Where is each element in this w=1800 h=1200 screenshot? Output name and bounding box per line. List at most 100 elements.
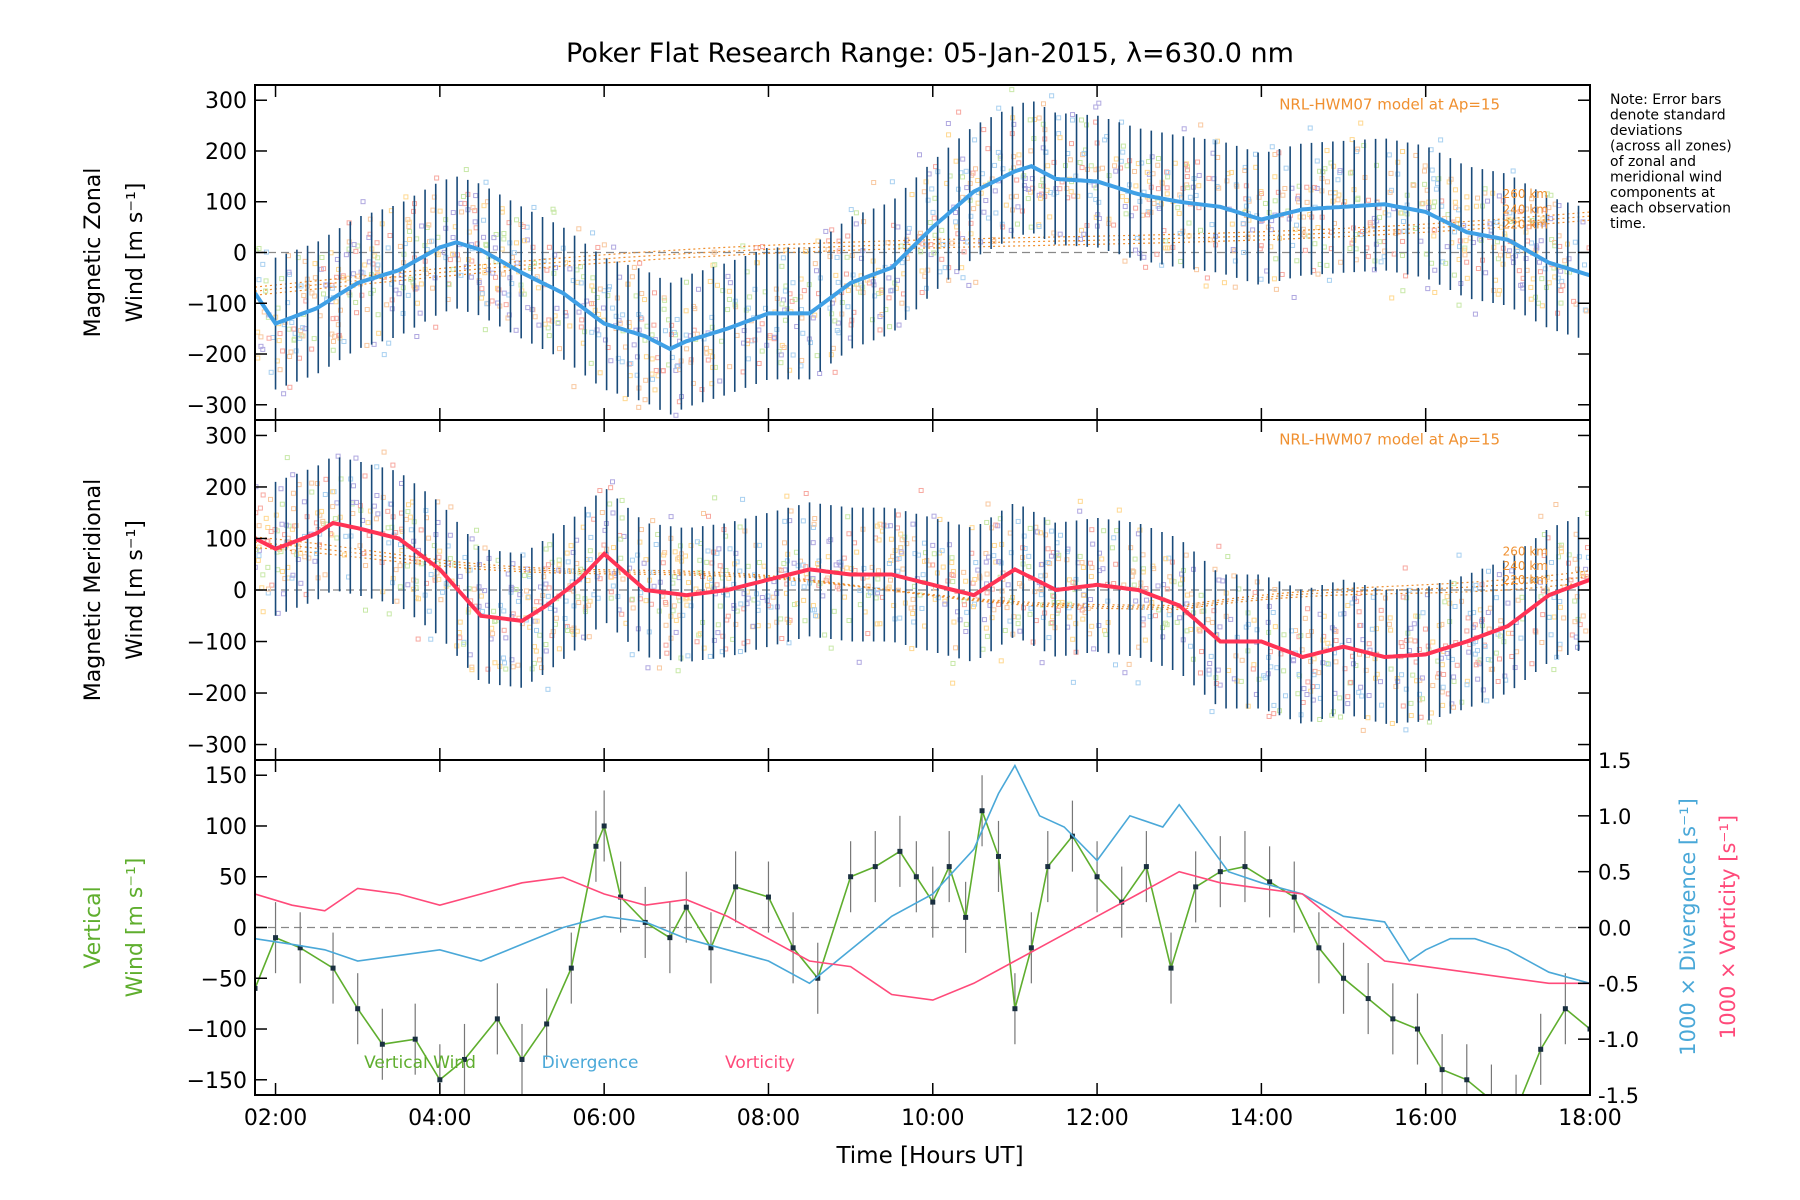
scatter-point	[618, 555, 624, 561]
scatter-point	[1446, 179, 1452, 185]
scatter-point	[833, 272, 839, 278]
scatter-point	[291, 326, 297, 332]
scatter-point	[1314, 185, 1320, 191]
scatter-point	[1251, 617, 1257, 623]
scatter-point	[856, 659, 862, 665]
scatter-point	[1529, 240, 1535, 246]
scatter-point	[642, 397, 648, 403]
scatter-point	[489, 298, 495, 304]
scatter-point	[467, 652, 473, 658]
scatter-point	[265, 564, 271, 570]
scatter-point	[1356, 609, 1362, 615]
scatter-point	[738, 601, 744, 607]
scatter-point	[1077, 508, 1083, 514]
scatter-point	[266, 335, 272, 341]
scatter-point	[704, 582, 710, 588]
vertical-wind-point	[1217, 869, 1223, 875]
scatter-point	[300, 333, 306, 339]
scatter-point	[747, 294, 753, 300]
scatter-point	[1007, 618, 1013, 624]
scatter-point	[1070, 112, 1076, 118]
scatter-point	[651, 322, 657, 328]
scatter-point	[585, 577, 591, 583]
scatter-point	[981, 127, 987, 133]
scatter-point	[1530, 276, 1536, 282]
note-line: deviations	[1610, 123, 1682, 139]
scatter-point	[375, 255, 381, 261]
vertical-wind-point	[1193, 884, 1199, 890]
scatter-point	[636, 404, 642, 410]
scatter-point	[820, 593, 826, 599]
scatter-point	[386, 611, 392, 617]
scatter-point	[1093, 119, 1099, 125]
scatter-point	[1079, 165, 1085, 171]
scatter-point	[937, 516, 943, 522]
scatter-point	[1216, 185, 1222, 191]
scatter-point	[731, 602, 737, 608]
scatter-point	[1184, 161, 1190, 167]
scatter-point	[1464, 275, 1470, 281]
scatter-point	[447, 257, 453, 263]
scatter-point	[1038, 587, 1044, 593]
scatter-point	[1002, 627, 1008, 633]
scatter-point	[683, 332, 689, 338]
scatter-point	[256, 544, 262, 550]
scatter-point	[1518, 635, 1524, 641]
scatter-point	[1026, 564, 1032, 570]
scatter-point	[1475, 195, 1481, 201]
vertical-wind-point	[1514, 1108, 1519, 1113]
note-line: denote standard	[1610, 108, 1726, 124]
scatter-point	[661, 552, 667, 558]
scatter-point	[428, 572, 434, 578]
scatter-point	[887, 523, 893, 529]
scatter-point	[922, 623, 928, 629]
scatter-point	[942, 601, 948, 607]
scatter-point	[780, 255, 786, 261]
scatter-point	[1096, 100, 1102, 106]
scatter-point	[1314, 684, 1320, 690]
scatter-point	[1485, 657, 1491, 663]
scatter-point	[1386, 621, 1392, 627]
scatter-point	[1155, 583, 1161, 589]
scatter-point	[1178, 258, 1184, 264]
scatter-point	[1350, 661, 1356, 667]
scatter-point	[622, 344, 628, 350]
scatter-point	[759, 321, 765, 327]
scatter-point	[1243, 183, 1249, 189]
scatter-point	[1523, 256, 1529, 262]
scatter-point	[701, 510, 707, 516]
scatter-point	[961, 569, 967, 575]
scatter-point	[1224, 178, 1230, 184]
scatter-point	[576, 309, 582, 315]
scatter-point	[1346, 638, 1352, 644]
scatter-point	[429, 238, 435, 244]
scatter-point	[791, 602, 797, 608]
scatter-point	[844, 254, 850, 260]
scatter-point	[898, 549, 904, 555]
scatter-point	[1177, 230, 1183, 236]
scatter-point	[846, 617, 852, 623]
scatter-point	[309, 290, 315, 296]
scatter-point	[916, 152, 922, 158]
scatter-point	[273, 512, 279, 518]
x-tick-label: 14:00	[1230, 1106, 1293, 1131]
scatter-point	[1164, 586, 1170, 592]
scatter-point	[1557, 598, 1563, 604]
scatter-point	[791, 560, 797, 566]
scatter-point	[1440, 702, 1446, 708]
scatter-point	[711, 249, 717, 255]
scatter-point	[1302, 247, 1308, 253]
scatter-point	[1388, 627, 1394, 633]
scatter-point	[861, 565, 867, 571]
scatter-point	[904, 541, 910, 547]
scatter-point	[848, 322, 854, 328]
scatter-point	[1361, 143, 1367, 149]
scatter-point	[972, 576, 978, 582]
scatter-point	[1575, 566, 1581, 572]
vertical-wind-point	[1390, 1016, 1396, 1022]
scatter-point	[359, 292, 365, 298]
scatter-point	[1439, 689, 1445, 695]
scatter-point	[1366, 641, 1372, 647]
scatter-point	[1312, 184, 1318, 190]
y-tick-label: −150	[187, 1069, 247, 1094]
